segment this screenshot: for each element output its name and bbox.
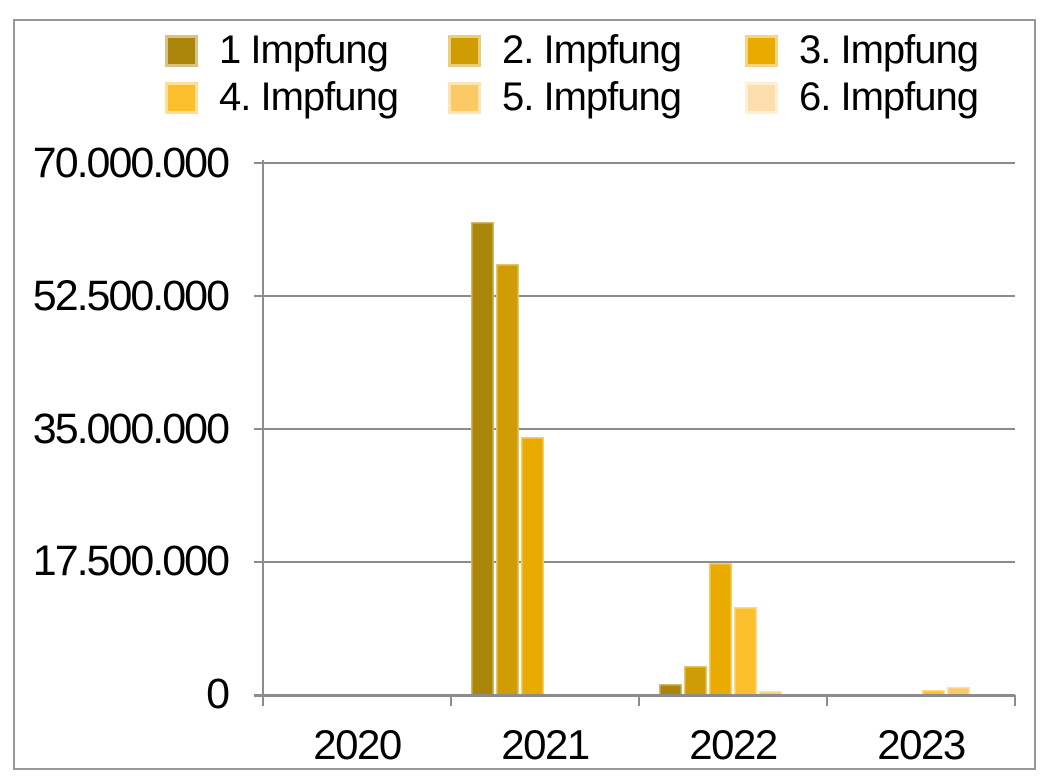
legend-swatch-1-impfung: [165, 34, 198, 67]
legend-swatch-2-impfung: [448, 34, 481, 67]
y-axis-tick: [254, 561, 263, 563]
y-axis-tick: [254, 162, 263, 164]
y-tick-label-35000000: 35.000.000: [32, 405, 230, 453]
gridline-52500000: [263, 295, 1015, 297]
legend-item-2-impfung: 2. Impfung: [448, 27, 745, 74]
x-axis-tick-2: [638, 695, 640, 706]
y-axis-line: [262, 160, 264, 703]
chart-legend: 1 Impfung 2. Impfung 3. Impfung 4. Impfu…: [165, 27, 979, 121]
y-tick-label-0: 0: [206, 670, 230, 718]
bar-2021-2-impfung: [495, 264, 519, 697]
gridline-70000000: [263, 162, 1015, 164]
legend-label-5-impfung: 5. Impfung: [502, 75, 682, 119]
legend-swatch-3-impfung: [745, 34, 778, 67]
legend-item-3-impfung: 3. Impfung: [745, 27, 979, 74]
x-axis-tick-3: [826, 695, 828, 706]
legend-row-1: 1 Impfung 2. Impfung 3. Impfung: [165, 27, 979, 74]
legend-label-4-impfung: 4. Impfung: [219, 75, 399, 119]
bar-2021-1-impfung: [470, 222, 494, 697]
y-axis-tick: [254, 295, 263, 297]
bar-2022-2-impfung: [683, 666, 707, 697]
y-tick-label-70000000: 70.000.000: [32, 139, 230, 187]
bar-2023-5-impfung: [947, 687, 971, 697]
y-tick-label-52500000: 52.500.000: [32, 272, 230, 320]
x-axis-tick-0: [262, 695, 264, 706]
legend-row-2: 4. Impfung 5. Impfung 6. Impfung: [165, 74, 979, 121]
legend-label-1-impfung: 1 Impfung: [219, 28, 389, 72]
legend-item-5-impfung: 5. Impfung: [448, 74, 745, 121]
legend-item-6-impfung: 6. Impfung: [745, 74, 979, 121]
bar-2023-4-impfung: [922, 689, 946, 697]
x-axis-tick-4: [1014, 695, 1016, 706]
bar-2022-3-impfung: [708, 562, 732, 697]
legend-item-1-impfung: 1 Impfung: [165, 27, 448, 74]
legend-label-3-impfung: 3. Impfung: [799, 28, 979, 72]
y-axis-tick: [254, 428, 263, 430]
bar-2022-4-impfung: [734, 606, 758, 697]
legend-label-6-impfung: 6. Impfung: [799, 75, 979, 119]
x-tick-label-2022: 2022: [689, 721, 778, 768]
legend-label-2-impfung: 2. Impfung: [502, 28, 682, 72]
x-axis-tick-1: [450, 695, 452, 706]
gridline-17500000: [263, 561, 1015, 563]
x-tick-label-2020: 2020: [313, 721, 402, 768]
legend-item-4-impfung: 4. Impfung: [165, 74, 448, 121]
x-axis-line: [254, 693, 1015, 697]
y-tick-label-17500000: 17.500.000: [32, 537, 230, 585]
bar-2021-3-impfung: [520, 437, 544, 697]
gridline-35000000: [263, 428, 1015, 430]
legend-swatch-4-impfung: [165, 81, 198, 114]
x-tick-label-2021: 2021: [501, 721, 590, 768]
legend-swatch-5-impfung: [448, 81, 481, 114]
x-tick-label-2023: 2023: [877, 721, 966, 768]
legend-swatch-6-impfung: [745, 81, 778, 114]
